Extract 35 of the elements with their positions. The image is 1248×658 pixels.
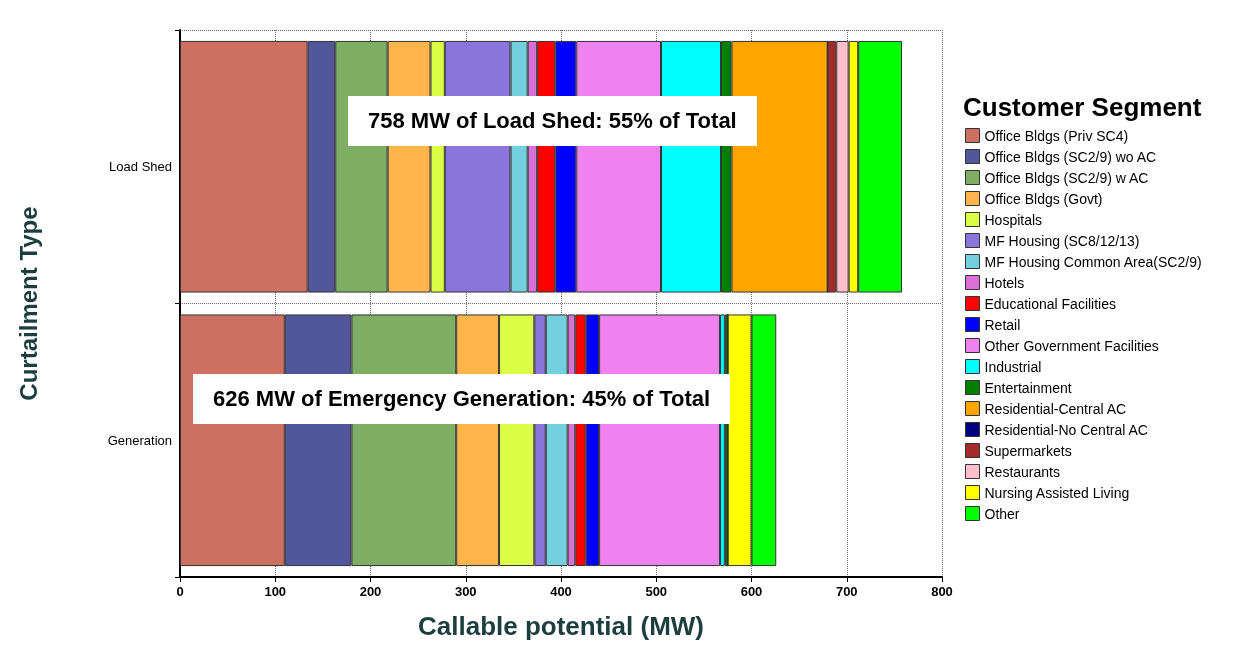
legend-label: MF Housing (SC8/12/13) (984, 232, 1140, 249)
annotation: 758 MW of Load Shed: 55% of Total (348, 96, 757, 146)
legend-label: Restaurants (984, 463, 1060, 480)
legend-label: Residential-Central AC (984, 400, 1127, 417)
x-tick-label: 200 (359, 584, 382, 599)
y-tick-label: Generation (107, 432, 172, 448)
legend-label: Hotels (984, 274, 1025, 291)
legend-label: Nursing Assisted Living (984, 484, 1130, 501)
y-axis-title: Curtailment Type (14, 206, 42, 401)
x-tick-label: 0 (176, 584, 184, 599)
legend-title: Customer Segment (963, 92, 1202, 122)
annotation: 626 MW of Emergency Generation: 45% of Total (193, 374, 731, 424)
legend-label: Office Bldgs (SC2/9) wo AC (984, 148, 1157, 165)
legend-label: Educational Facilities (984, 295, 1117, 312)
legend-label: Entertainment (984, 379, 1072, 396)
legend-label: Residential-No Central AC (984, 421, 1148, 438)
legend-label: Other (984, 505, 1020, 522)
legend-label: Supermarkets (984, 442, 1072, 459)
x-tick-label: 600 (740, 584, 763, 599)
legend-label: Hospitals (984, 211, 1043, 228)
x-tick-label: 300 (454, 584, 477, 599)
x-tick-label: 700 (835, 584, 858, 599)
legend-label: Other Government Facilities (984, 337, 1159, 354)
legend-label: Industrial (984, 358, 1042, 375)
x-axis-title: Callable potential (MW) (418, 611, 704, 641)
legend-label: Office Bldgs (Priv SC4) (984, 127, 1129, 144)
legend-label: Office Bldgs (SC2/9) w AC (984, 169, 1149, 186)
legend-label: Retail (984, 316, 1021, 333)
x-tick-label: 400 (550, 584, 572, 599)
y-tick-label: Load Shed (109, 159, 172, 175)
legend-label: Office Bldgs (Govt) (984, 190, 1103, 207)
x-tick-label: 800 (931, 584, 953, 599)
x-tick-label: 100 (264, 584, 287, 599)
x-tick-label: 500 (645, 584, 668, 599)
legend-label: MF Housing Common Area(SC2/9) (984, 253, 1202, 270)
